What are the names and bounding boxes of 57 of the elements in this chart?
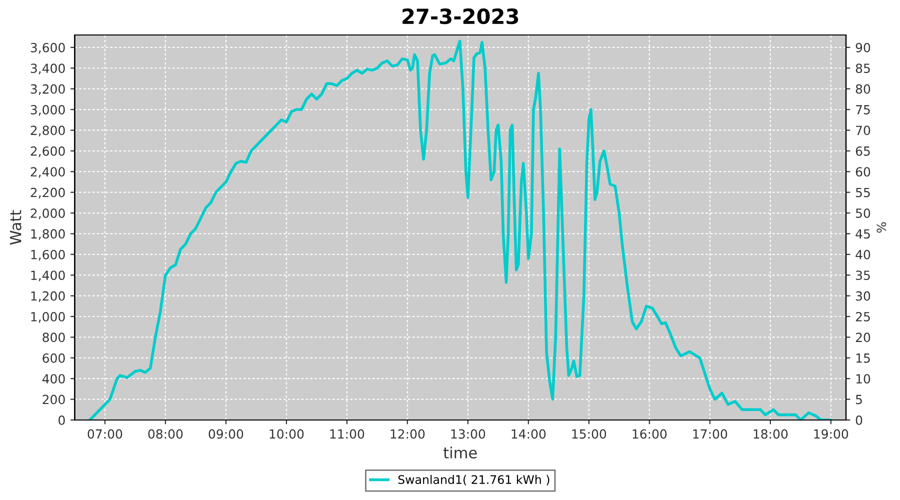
y2-tick-label: 25 (856, 312, 870, 322)
y2-tick-label: 20 (856, 332, 870, 342)
y2-tick-label: 60 (856, 167, 870, 177)
legend-label: Swanland1( 21.761 kWh ) (398, 474, 550, 486)
y2-tick-label: 0 (856, 415, 862, 425)
y2-tick-label: 85 (856, 64, 870, 74)
y-tick-label: 800 (42, 332, 65, 342)
x-tick-label: 15:00 (572, 429, 606, 439)
y-tick-label: 1,400 (31, 270, 65, 282)
y2-tick-label: 30 (856, 291, 870, 301)
x-tick-label: 18:00 (754, 429, 788, 439)
y-tick-label: 3,600 (30, 42, 65, 54)
x-tick-label: 09:00 (208, 429, 244, 439)
y-tick-label: 0 (58, 415, 65, 425)
chart-title: 27-3-2023 (402, 8, 518, 24)
y2-tick-label: 50 (856, 208, 870, 218)
y-tick-label: 3,200 (30, 84, 65, 96)
x-tick-label: 13:00 (451, 429, 486, 439)
y2-tick-label: 75 (856, 105, 870, 114)
y-tick-label: 600 (42, 353, 65, 363)
x-tick-label: 12:00 (390, 429, 425, 439)
x-tick-label: 11:00 (330, 429, 364, 439)
y-tick-label: 3,000 (30, 104, 65, 116)
y2-tick-label: 5 (856, 394, 862, 404)
y-tick-label: 400 (42, 374, 65, 384)
y-tick-label: 200 (42, 394, 65, 404)
y-tick-label: 2,200 (30, 188, 65, 199)
line-series (88, 40, 832, 420)
x-tick-label: 19:00 (814, 429, 848, 439)
x-tick-label: 10:00 (270, 429, 304, 439)
y-tick-label: 2,000 (30, 208, 65, 220)
y2-tick-label: 90 (856, 42, 870, 52)
y-tick-label: 3,400 (30, 64, 65, 74)
x-tick-label: 14:00 (512, 429, 546, 439)
x-tick-label: 17:00 (693, 429, 728, 439)
y-tick-label: 2,400 (30, 167, 65, 178)
y-tick-label: 2,600 (30, 146, 65, 158)
y2-tick-label: 10 (856, 374, 870, 384)
y-tick-label: 1,200 (31, 291, 65, 302)
y2-tick-label: 80 (856, 84, 870, 94)
x-tick-label: 08:00 (148, 429, 183, 439)
y-tick-label: 1,600 (31, 250, 65, 261)
y2-axis-title: % (876, 222, 886, 233)
y-tick-label: 1,800 (31, 229, 65, 240)
x-axis-title: time (444, 446, 477, 459)
y-tick-label: 2,800 (30, 126, 65, 136)
y2-tick-label: 65 (856, 146, 870, 156)
y-tick-label: 1,000 (31, 312, 65, 323)
y2-tick-label: 55 (856, 188, 870, 198)
x-tick-label: 07:00 (88, 429, 122, 439)
x-tick-label: 16:00 (632, 429, 667, 439)
y2-tick-label: 35 (856, 270, 870, 280)
y2-tick-label: 45 (856, 229, 870, 239)
y2-tick-label: 70 (856, 126, 870, 136)
y2-tick-label: 15 (856, 354, 870, 363)
y2-tick-label: 40 (856, 250, 870, 260)
y-axis-title: Watt (10, 210, 22, 245)
